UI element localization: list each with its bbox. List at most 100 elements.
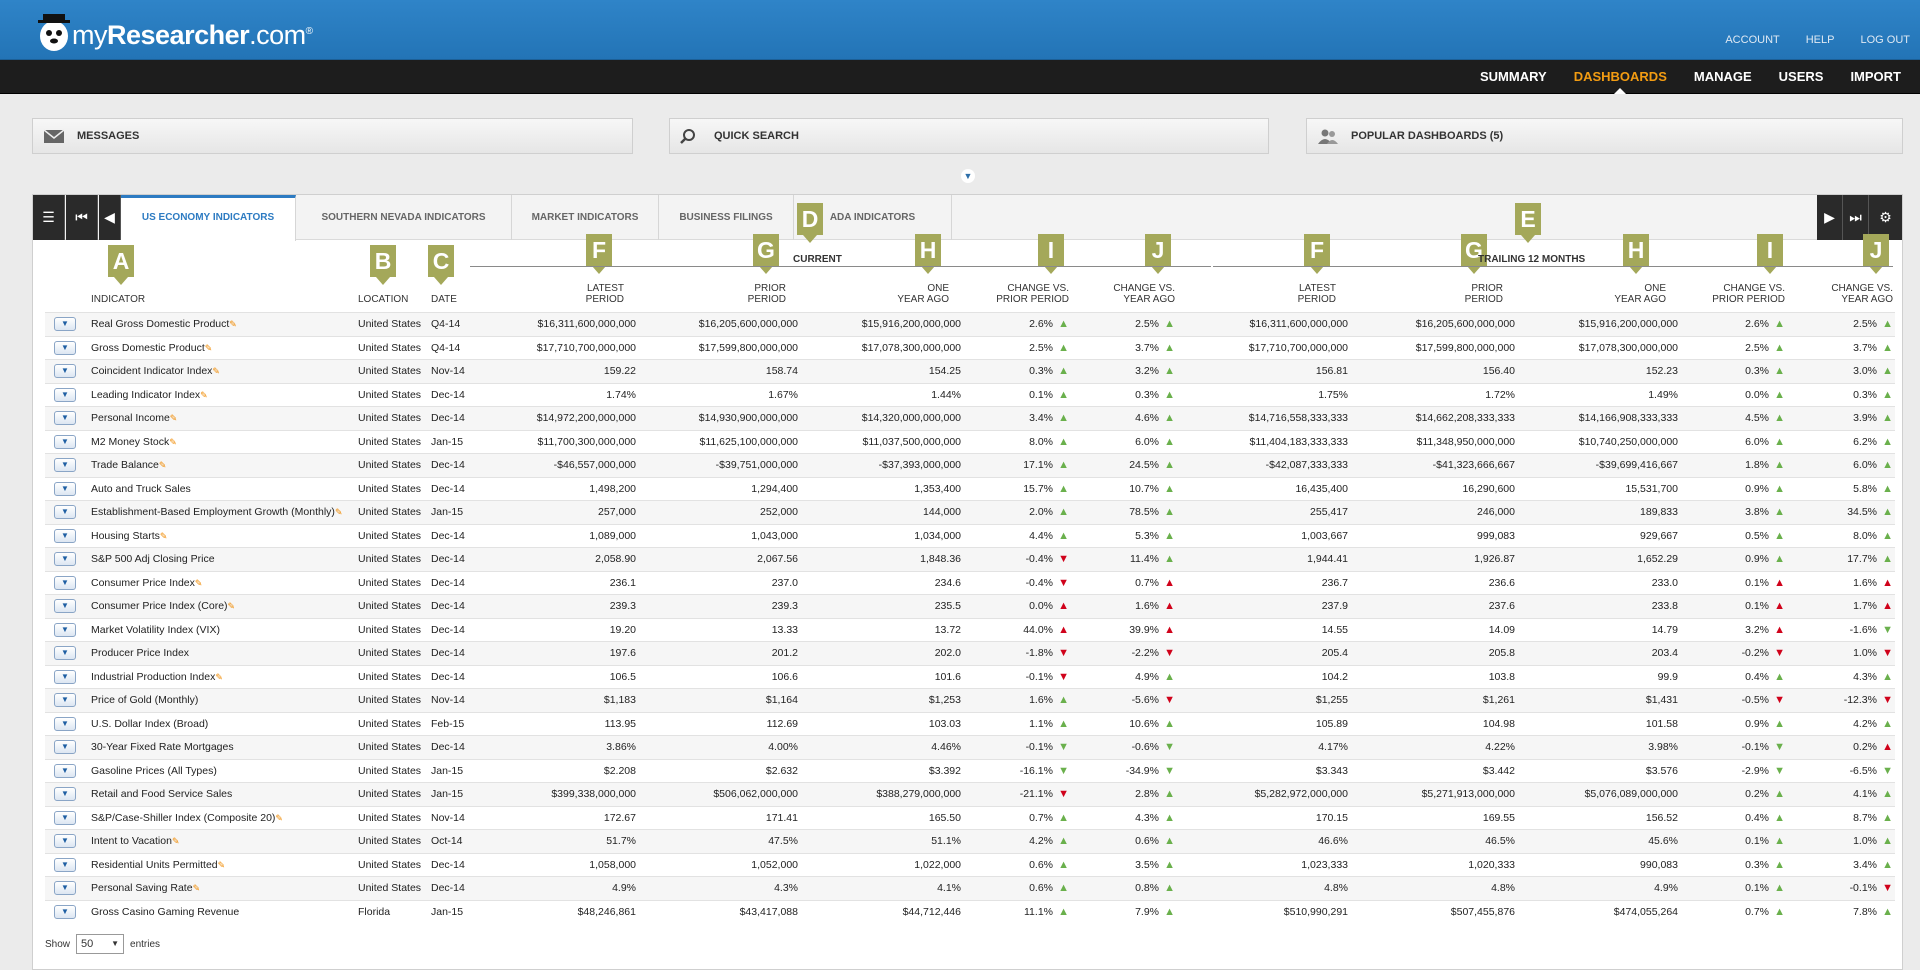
indicator-name[interactable]: U.S. Dollar Index (Broad) bbox=[91, 713, 208, 736]
indicator-name[interactable]: Establishment-Based Employment Growth (M… bbox=[91, 501, 342, 524]
tab-market-indicators[interactable]: MARKET INDICATORS bbox=[512, 195, 659, 240]
indicator-name[interactable]: Leading Indicator Index✎ bbox=[91, 384, 208, 407]
expand-row-button[interactable]: ▼ bbox=[54, 434, 76, 449]
indicator-name[interactable]: Industrial Production Index✎ bbox=[91, 666, 223, 689]
expand-row-button[interactable]: ▼ bbox=[54, 387, 76, 402]
expand-row-button[interactable]: ▼ bbox=[54, 763, 76, 778]
indicator-name[interactable]: Residential Units Permitted✎ bbox=[91, 854, 225, 877]
expand-row-button[interactable]: ▼ bbox=[54, 575, 76, 590]
indicator-name[interactable]: Trade Balance✎ bbox=[91, 454, 166, 477]
indicator-name[interactable]: Personal Income✎ bbox=[91, 407, 177, 430]
quick-search-panel[interactable]: QUICK SEARCH bbox=[669, 118, 1269, 154]
edit-pencil-icon[interactable]: ✎ bbox=[158, 460, 167, 470]
edit-pencil-icon[interactable]: ✎ bbox=[171, 836, 180, 846]
indicator-name[interactable]: M2 Money Stock✎ bbox=[91, 431, 177, 454]
value-cell: 4.00% bbox=[768, 741, 798, 753]
indicator-name[interactable]: 30-Year Fixed Rate Mortgages bbox=[91, 736, 234, 759]
expand-row-button[interactable]: ▼ bbox=[54, 411, 76, 425]
edit-pencil-icon[interactable]: ✎ bbox=[169, 436, 177, 447]
expand-row-button[interactable]: ▼ bbox=[54, 881, 76, 895]
indicator-name[interactable]: S&P/Case-Shiller Index (Composite 20)✎ bbox=[91, 807, 283, 830]
expand-row-button[interactable]: ▼ bbox=[54, 646, 76, 660]
indicator-name[interactable]: Consumer Price Index✎ bbox=[91, 572, 202, 595]
indicator-name[interactable]: Retail and Food Service Sales bbox=[91, 783, 232, 806]
expand-row-button[interactable]: ▼ bbox=[54, 552, 76, 566]
indicator-name[interactable]: Personal Saving Rate✎ bbox=[91, 877, 200, 900]
tab-southern-nevada-indicators[interactable]: SOUTHERN NEVADA INDICATORS bbox=[296, 195, 512, 240]
nav-manage[interactable]: MANAGE bbox=[1693, 69, 1752, 84]
edit-pencil-icon[interactable]: ✎ bbox=[194, 577, 203, 588]
tab-ada-indicators[interactable]: ADA INDICATORS bbox=[794, 195, 952, 240]
prev-tab-icon[interactable]: ◀ bbox=[99, 195, 121, 240]
value-cell: 1,058,000 bbox=[589, 858, 636, 871]
value-cell: $510,990,291 bbox=[1283, 905, 1348, 918]
indicator-name[interactable]: Gross Domestic Product✎ bbox=[91, 337, 212, 360]
logout-link[interactable]: LOG OUT bbox=[1860, 34, 1910, 46]
edit-pencil-icon[interactable]: ✎ bbox=[217, 859, 226, 870]
next-tab-icon[interactable]: ▶ bbox=[1817, 195, 1843, 240]
expand-row-button[interactable]: ▼ bbox=[54, 857, 76, 872]
expand-row-button[interactable]: ▼ bbox=[54, 810, 76, 825]
expand-row-button[interactable]: ▼ bbox=[54, 505, 76, 519]
expand-row-button[interactable]: ▼ bbox=[54, 364, 76, 378]
expand-row-button[interactable]: ▼ bbox=[54, 528, 76, 543]
edit-pencil-icon[interactable]: ✎ bbox=[200, 389, 208, 400]
expand-row-button[interactable]: ▼ bbox=[54, 599, 76, 613]
expand-row-button[interactable]: ▼ bbox=[54, 481, 76, 496]
edit-pencil-icon[interactable]: ✎ bbox=[192, 883, 201, 893]
edit-pencil-icon[interactable]: ✎ bbox=[169, 413, 178, 423]
expand-row-button[interactable]: ▼ bbox=[54, 693, 76, 707]
popular-dashboards-panel[interactable]: POPULAR DASHBOARDS (5) bbox=[1306, 118, 1903, 154]
edit-pencil-icon[interactable]: ✎ bbox=[215, 671, 223, 682]
expand-row-button[interactable]: ▼ bbox=[54, 317, 76, 331]
value-cell: 3.2% bbox=[1745, 623, 1769, 636]
list-view-icon[interactable]: ☰ bbox=[33, 195, 65, 240]
edit-pencil-icon[interactable]: ✎ bbox=[229, 319, 237, 329]
value-cell: 1.75% bbox=[1318, 388, 1348, 401]
indicator-name[interactable]: Intent to Vacation✎ bbox=[91, 830, 180, 853]
indicator-name[interactable]: Gasoline Prices (All Types) bbox=[91, 760, 217, 783]
indicator-name[interactable]: Producer Price Index bbox=[91, 642, 189, 665]
expand-row-button[interactable]: ▼ bbox=[54, 340, 76, 355]
indicator-name[interactable]: Consumer Price Index (Core)✎ bbox=[91, 595, 235, 618]
indicator-name[interactable]: Gross Casino Gaming Revenue bbox=[91, 901, 239, 924]
brand-name[interactable]: myResearcher.com® bbox=[72, 20, 313, 51]
indicator-name[interactable]: S&P 500 Adj Closing Price bbox=[91, 548, 215, 571]
tab-business-filings[interactable]: BUSINESS FILINGS bbox=[659, 195, 794, 240]
expand-row-button[interactable]: ▼ bbox=[54, 458, 76, 472]
expand-row-button[interactable]: ▼ bbox=[54, 834, 76, 848]
tab-us-economy-indicators[interactable]: US ECONOMY INDICATORS bbox=[121, 195, 296, 241]
nav-summary[interactable]: SUMMARY bbox=[1480, 69, 1547, 84]
edit-pencil-icon[interactable]: ✎ bbox=[275, 812, 283, 823]
first-tab-icon[interactable]: ⏮ bbox=[66, 195, 98, 240]
edit-pencil-icon[interactable]: ✎ bbox=[334, 507, 343, 517]
indicator-name[interactable]: Housing Starts✎ bbox=[91, 525, 167, 548]
help-link[interactable]: HELP bbox=[1805, 34, 1835, 46]
nav-import[interactable]: IMPORT bbox=[1850, 69, 1901, 84]
value-cell: $14,320,000,000,000 bbox=[861, 412, 961, 424]
edit-pencil-icon[interactable]: ✎ bbox=[204, 342, 213, 353]
page-size-select[interactable]: 50 bbox=[76, 934, 125, 954]
account-link[interactable]: ACCOUNT bbox=[1725, 34, 1780, 46]
indicator-name[interactable]: Market Volatility Index (VIX) bbox=[91, 619, 220, 642]
settings-gear-icon[interactable]: ⚙ bbox=[1869, 195, 1902, 240]
indicator-name[interactable]: Price of Gold (Monthly) bbox=[91, 689, 198, 712]
edit-pencil-icon[interactable]: ✎ bbox=[212, 366, 220, 376]
messages-panel[interactable]: MESSAGES bbox=[32, 118, 633, 154]
expand-row-button[interactable]: ▼ bbox=[54, 622, 76, 637]
indicator-name[interactable]: Real Gross Domestic Product✎ bbox=[91, 313, 237, 336]
expand-row-button[interactable]: ▼ bbox=[54, 716, 76, 731]
expand-row-button[interactable]: ▼ bbox=[54, 787, 76, 801]
nav-users[interactable]: USERS bbox=[1778, 69, 1824, 84]
last-tab-icon[interactable]: ⏭ bbox=[1843, 195, 1869, 240]
nav-dashboards[interactable]: DASHBOARDS bbox=[1560, 60, 1680, 94]
indicator-name[interactable]: Auto and Truck Sales bbox=[91, 478, 191, 501]
researcher-logo-icon[interactable] bbox=[34, 8, 74, 54]
expand-row-button[interactable]: ▼ bbox=[54, 904, 76, 919]
expand-row-button[interactable]: ▼ bbox=[54, 740, 76, 754]
expand-row-button[interactable]: ▼ bbox=[54, 669, 76, 684]
edit-pencil-icon[interactable]: ✎ bbox=[227, 601, 236, 611]
expand-panels-chevron-icon[interactable]: ▼ bbox=[961, 169, 975, 183]
indicator-name[interactable]: Coincident Indicator Index✎ bbox=[91, 360, 220, 383]
edit-pencil-icon[interactable]: ✎ bbox=[159, 530, 168, 541]
